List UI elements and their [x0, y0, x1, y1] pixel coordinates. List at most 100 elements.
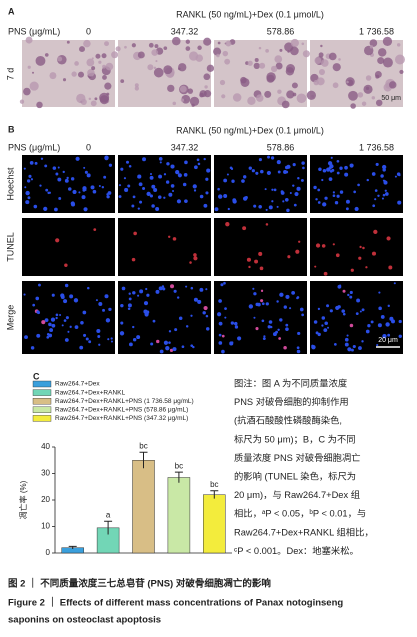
nucleus [339, 190, 344, 194]
legend-swatch [32, 389, 52, 396]
nucleus [202, 311, 206, 315]
cell [258, 46, 262, 50]
nucleus [57, 166, 60, 169]
nucleus [267, 325, 271, 329]
cell [105, 62, 114, 71]
nucleus [255, 171, 259, 175]
cell [115, 46, 121, 52]
error-bar [104, 520, 113, 535]
cell [172, 101, 177, 106]
nucleus [255, 327, 259, 331]
nucleus [321, 244, 326, 248]
nucleus [317, 307, 321, 311]
nucleus [30, 161, 33, 164]
scale-bar-label: 20 μm [378, 337, 398, 344]
nucleus [227, 207, 230, 211]
nucleus [192, 184, 197, 189]
nucleus [382, 193, 386, 197]
nucleus [323, 328, 328, 333]
nucleus [286, 164, 291, 169]
nucleus [314, 265, 317, 268]
nucleus [321, 316, 326, 320]
nucleus [322, 168, 327, 173]
cell [232, 93, 242, 102]
cell [374, 71, 382, 78]
cell [189, 96, 200, 106]
nucleus [349, 323, 354, 328]
nucleus [296, 349, 301, 354]
cell [287, 50, 290, 53]
nucleus [398, 319, 402, 324]
nucleus [283, 169, 287, 174]
cell [163, 46, 168, 51]
cell [203, 37, 212, 46]
cell [247, 60, 253, 66]
cell [95, 53, 101, 59]
nucleus [315, 198, 318, 201]
nucleus [81, 195, 86, 200]
nucleus [54, 207, 58, 212]
cell [265, 48, 269, 53]
cell [225, 40, 232, 47]
nucleus [253, 204, 257, 208]
nucleus [75, 156, 80, 161]
nucleus [24, 186, 27, 189]
nucleus [67, 330, 70, 333]
nucleus [24, 335, 28, 340]
nucleus [285, 294, 290, 299]
nucleus [151, 184, 156, 189]
nucleus [43, 206, 48, 211]
nucleus [285, 327, 289, 331]
panel-header: RANKL (50 ng/mL)+Dex (0.1 μmol/L) [176, 125, 324, 135]
nucleus [373, 229, 378, 235]
cell [94, 97, 98, 101]
cell [91, 66, 96, 71]
nucleus [224, 307, 227, 310]
nucleus [335, 253, 340, 258]
nucleus [55, 313, 59, 317]
nucleus [291, 291, 296, 295]
cell [399, 69, 404, 75]
nucleus [41, 320, 46, 325]
cell [179, 85, 187, 93]
nucleus [192, 345, 195, 349]
nucleus [270, 156, 275, 160]
legend-swatch [32, 380, 52, 388]
nucleus [103, 175, 107, 179]
nucleus [45, 188, 49, 192]
column-label: 347.32 [171, 26, 199, 36]
nucleus [374, 189, 378, 192]
nucleus [62, 170, 65, 174]
cell [27, 65, 31, 69]
nucleus [40, 157, 44, 160]
nucleus [206, 327, 210, 331]
nucleus [297, 331, 301, 336]
nucleus [158, 174, 163, 179]
nucleus [365, 329, 370, 334]
nucleus [64, 178, 69, 183]
nucleus [382, 333, 387, 339]
error-bar [210, 490, 219, 499]
nucleus [138, 182, 143, 187]
error-bar [68, 545, 77, 550]
nucleus [347, 347, 352, 352]
nucleus [190, 286, 194, 290]
nucleus [289, 192, 292, 195]
nucleus [142, 186, 146, 190]
nucleus [83, 166, 86, 169]
nucleus [83, 333, 87, 337]
nucleus [205, 314, 209, 318]
cell [77, 71, 85, 78]
nucleus [118, 195, 122, 199]
nucleus [98, 343, 101, 346]
nucleus [387, 333, 391, 337]
nucleus [84, 170, 88, 174]
nucleus [203, 157, 206, 161]
caption-en: saponins on osteoclast apoptosis [8, 615, 161, 626]
cell [19, 99, 25, 104]
cell [290, 38, 299, 48]
nucleus [324, 321, 328, 326]
nucleus [224, 316, 227, 319]
nucleus [127, 303, 132, 308]
cell [91, 57, 94, 60]
